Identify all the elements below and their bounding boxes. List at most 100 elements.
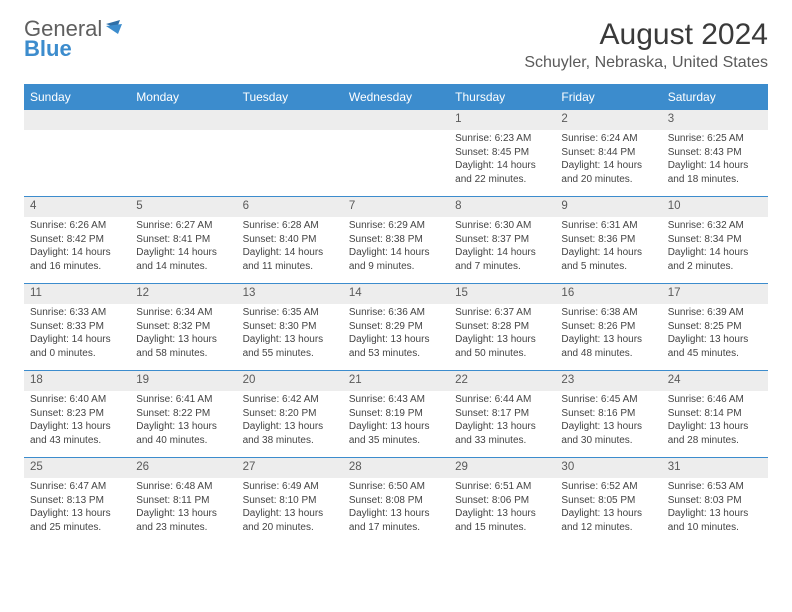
day-daylight2: and 28 minutes. bbox=[668, 434, 762, 448]
day-number: 14 bbox=[343, 283, 449, 304]
day-daylight1: Daylight: 14 hours bbox=[455, 246, 549, 260]
day-sunrise: Sunrise: 6:35 AM bbox=[243, 306, 337, 320]
day-sunset: Sunset: 8:25 PM bbox=[668, 320, 762, 334]
day-daylight1: Daylight: 13 hours bbox=[243, 420, 337, 434]
day-daylight2: and 30 minutes. bbox=[561, 434, 655, 448]
day-cell: Sunrise: 6:31 AMSunset: 8:36 PMDaylight:… bbox=[555, 217, 661, 283]
day-sunrise: Sunrise: 6:32 AM bbox=[668, 219, 762, 233]
day-cell: Sunrise: 6:27 AMSunset: 8:41 PMDaylight:… bbox=[130, 217, 236, 283]
day-daylight2: and 35 minutes. bbox=[349, 434, 443, 448]
day-sunrise: Sunrise: 6:29 AM bbox=[349, 219, 443, 233]
day-sunrise: Sunrise: 6:27 AM bbox=[136, 219, 230, 233]
day-cell bbox=[237, 130, 343, 196]
location: Schuyler, Nebraska, United States bbox=[524, 54, 768, 72]
day-sunset: Sunset: 8:16 PM bbox=[561, 407, 655, 421]
day-sunrise: Sunrise: 6:48 AM bbox=[136, 480, 230, 494]
day-sunset: Sunset: 8:10 PM bbox=[243, 494, 337, 508]
day-daylight2: and 14 minutes. bbox=[136, 260, 230, 274]
day-sunrise: Sunrise: 6:52 AM bbox=[561, 480, 655, 494]
day-sunset: Sunset: 8:20 PM bbox=[243, 407, 337, 421]
day-sunset: Sunset: 8:03 PM bbox=[668, 494, 762, 508]
day-cell: Sunrise: 6:47 AMSunset: 8:13 PMDaylight:… bbox=[24, 478, 130, 544]
day-number: 11 bbox=[24, 283, 130, 304]
day-daylight2: and 20 minutes. bbox=[243, 521, 337, 535]
day-sunset: Sunset: 8:37 PM bbox=[455, 233, 549, 247]
weekday-header: Sunday Monday Tuesday Wednesday Thursday… bbox=[24, 86, 768, 109]
weekday-cell: Thursday bbox=[449, 86, 555, 109]
day-daylight2: and 53 minutes. bbox=[349, 347, 443, 361]
day-daylight2: and 50 minutes. bbox=[455, 347, 549, 361]
week-body-row: Sunrise: 6:47 AMSunset: 8:13 PMDaylight:… bbox=[24, 478, 768, 544]
weekday-cell: Sunday bbox=[24, 86, 130, 109]
day-sunrise: Sunrise: 6:26 AM bbox=[30, 219, 124, 233]
day-number: 30 bbox=[555, 457, 661, 478]
day-daylight1: Daylight: 14 hours bbox=[30, 333, 124, 347]
day-number: 26 bbox=[130, 457, 236, 478]
day-sunrise: Sunrise: 6:36 AM bbox=[349, 306, 443, 320]
day-sunset: Sunset: 8:26 PM bbox=[561, 320, 655, 334]
day-sunrise: Sunrise: 6:38 AM bbox=[561, 306, 655, 320]
day-daylight2: and 0 minutes. bbox=[30, 347, 124, 361]
day-cell: Sunrise: 6:33 AMSunset: 8:33 PMDaylight:… bbox=[24, 304, 130, 370]
day-number: 29 bbox=[449, 457, 555, 478]
day-sunset: Sunset: 8:36 PM bbox=[561, 233, 655, 247]
day-cell: Sunrise: 6:24 AMSunset: 8:44 PMDaylight:… bbox=[555, 130, 661, 196]
day-sunset: Sunset: 8:05 PM bbox=[561, 494, 655, 508]
weekday-cell: Wednesday bbox=[343, 86, 449, 109]
day-number: 22 bbox=[449, 370, 555, 391]
day-daylight1: Daylight: 13 hours bbox=[455, 420, 549, 434]
week-body-row: Sunrise: 6:26 AMSunset: 8:42 PMDaylight:… bbox=[24, 217, 768, 283]
day-daylight1: Daylight: 14 hours bbox=[243, 246, 337, 260]
day-sunrise: Sunrise: 6:49 AM bbox=[243, 480, 337, 494]
week-daynum-row: 18192021222324 bbox=[24, 370, 768, 391]
day-sunrise: Sunrise: 6:24 AM bbox=[561, 132, 655, 146]
weekday-cell: Friday bbox=[555, 86, 661, 109]
day-number: 17 bbox=[662, 283, 768, 304]
day-sunset: Sunset: 8:30 PM bbox=[243, 320, 337, 334]
day-sunset: Sunset: 8:43 PM bbox=[668, 146, 762, 160]
day-cell: Sunrise: 6:38 AMSunset: 8:26 PMDaylight:… bbox=[555, 304, 661, 370]
day-cell: Sunrise: 6:44 AMSunset: 8:17 PMDaylight:… bbox=[449, 391, 555, 457]
day-sunrise: Sunrise: 6:25 AM bbox=[668, 132, 762, 146]
day-sunrise: Sunrise: 6:37 AM bbox=[455, 306, 549, 320]
day-cell: Sunrise: 6:51 AMSunset: 8:06 PMDaylight:… bbox=[449, 478, 555, 544]
day-cell: Sunrise: 6:25 AMSunset: 8:43 PMDaylight:… bbox=[662, 130, 768, 196]
weekday-cell: Tuesday bbox=[237, 86, 343, 109]
day-cell: Sunrise: 6:45 AMSunset: 8:16 PMDaylight:… bbox=[555, 391, 661, 457]
day-cell: Sunrise: 6:28 AMSunset: 8:40 PMDaylight:… bbox=[237, 217, 343, 283]
day-cell: Sunrise: 6:43 AMSunset: 8:19 PMDaylight:… bbox=[343, 391, 449, 457]
day-daylight1: Daylight: 13 hours bbox=[30, 420, 124, 434]
day-sunset: Sunset: 8:44 PM bbox=[561, 146, 655, 160]
day-number bbox=[24, 109, 130, 130]
day-number: 1 bbox=[449, 109, 555, 130]
day-daylight2: and 25 minutes. bbox=[30, 521, 124, 535]
day-sunset: Sunset: 8:33 PM bbox=[30, 320, 124, 334]
day-number: 16 bbox=[555, 283, 661, 304]
title-block: August 2024 Schuyler, Nebraska, United S… bbox=[524, 18, 768, 72]
day-daylight2: and 16 minutes. bbox=[30, 260, 124, 274]
day-sunrise: Sunrise: 6:23 AM bbox=[455, 132, 549, 146]
day-daylight1: Daylight: 14 hours bbox=[455, 159, 549, 173]
day-cell: Sunrise: 6:49 AMSunset: 8:10 PMDaylight:… bbox=[237, 478, 343, 544]
day-cell: Sunrise: 6:41 AMSunset: 8:22 PMDaylight:… bbox=[130, 391, 236, 457]
day-cell: Sunrise: 6:32 AMSunset: 8:34 PMDaylight:… bbox=[662, 217, 768, 283]
day-daylight1: Daylight: 13 hours bbox=[136, 333, 230, 347]
day-daylight2: and 40 minutes. bbox=[136, 434, 230, 448]
day-daylight1: Daylight: 14 hours bbox=[668, 246, 762, 260]
day-daylight1: Daylight: 13 hours bbox=[668, 507, 762, 521]
day-cell: Sunrise: 6:50 AMSunset: 8:08 PMDaylight:… bbox=[343, 478, 449, 544]
day-daylight2: and 45 minutes. bbox=[668, 347, 762, 361]
day-cell bbox=[130, 130, 236, 196]
day-number: 19 bbox=[130, 370, 236, 391]
day-daylight2: and 33 minutes. bbox=[455, 434, 549, 448]
day-sunset: Sunset: 8:23 PM bbox=[30, 407, 124, 421]
day-sunrise: Sunrise: 6:47 AM bbox=[30, 480, 124, 494]
day-number: 4 bbox=[24, 196, 130, 217]
day-sunset: Sunset: 8:14 PM bbox=[668, 407, 762, 421]
day-number: 8 bbox=[449, 196, 555, 217]
header: General Blue August 2024 Schuyler, Nebra… bbox=[24, 18, 768, 72]
day-daylight2: and 15 minutes. bbox=[455, 521, 549, 535]
day-daylight1: Daylight: 13 hours bbox=[349, 507, 443, 521]
day-sunrise: Sunrise: 6:33 AM bbox=[30, 306, 124, 320]
day-sunset: Sunset: 8:29 PM bbox=[349, 320, 443, 334]
